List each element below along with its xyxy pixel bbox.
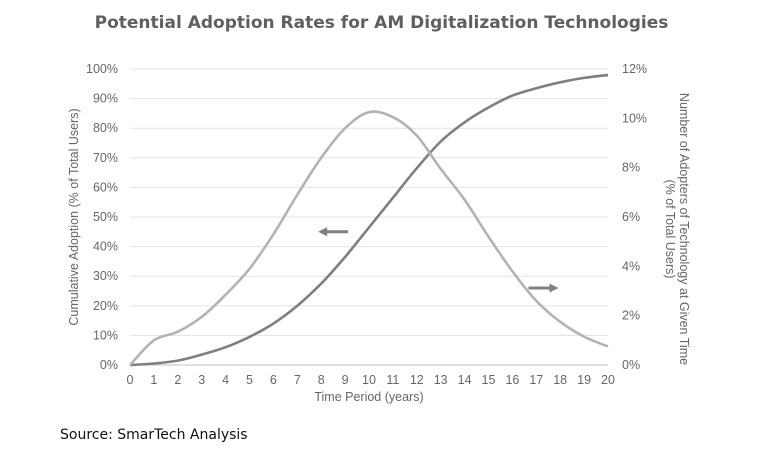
source-note: Source: SmarTech Analysis (60, 427, 248, 443)
x-tick-label: 10 (362, 373, 376, 387)
y-right-tick-label: 8% (622, 161, 640, 175)
adopters-at-time-line (129, 110, 609, 366)
cumulative-adoption-line (129, 73, 609, 367)
y-right-tick-label: 4% (622, 259, 640, 273)
x-tick-label: 16 (505, 373, 519, 387)
y-left-tick-label: 70% (93, 151, 118, 165)
x-tick-label: 14 (458, 373, 472, 387)
y-left-tick-label: 10% (93, 328, 118, 342)
x-tick-label: 18 (553, 373, 567, 387)
y-left-tick-label: 20% (93, 299, 118, 313)
x-axis-title: Time Period (years) (314, 390, 423, 404)
y-left-tick-label: 80% (93, 121, 118, 135)
y-right-tick-label: 0% (622, 358, 640, 372)
annotation-arrows (318, 227, 559, 293)
y-right-tick-label: 10% (622, 111, 647, 125)
x-tick-label: 19 (577, 373, 591, 387)
y-left-tick-label: 60% (93, 180, 118, 194)
x-tick-label: 3 (198, 373, 205, 387)
arrow-right-icon (528, 283, 559, 293)
x-tick-label: 2 (174, 373, 181, 387)
grid-lines (130, 68, 608, 366)
arrow-left-icon (318, 227, 349, 237)
y-right-axis-title-line: (% of Total Users) (663, 179, 677, 278)
x-tick-label: 7 (294, 373, 301, 387)
x-tick-label: 4 (222, 373, 229, 387)
x-tick-label: 5 (246, 373, 253, 387)
x-tick-label: 17 (529, 373, 543, 387)
x-tick-label: 13 (434, 373, 448, 387)
x-tick-label: 11 (386, 373, 399, 387)
x-tick-label: 20 (601, 373, 615, 387)
y-right-tick-label: 6% (622, 210, 640, 224)
x-tick-label: 6 (270, 373, 277, 387)
y-left-tick-label: 100% (86, 62, 118, 76)
chart-title: Potential Adoption Rates for AM Digitali… (94, 13, 669, 33)
y-left-tick-label: 90% (93, 92, 118, 106)
tick-labels: 0% 10% 20% 30% 40% 50% 60% 70% 80% 90% 100% 0% 2% 4% 6… (86, 62, 647, 387)
y-right-tick-label: 12% (622, 62, 647, 76)
y-right-tick-label: 2% (622, 309, 640, 323)
series-lines (129, 73, 609, 367)
y-left-tick-label: 30% (93, 269, 118, 283)
x-tick-label: 1 (150, 373, 157, 387)
x-tick-label: 9 (342, 373, 349, 387)
y-left-tick-label: 40% (93, 240, 118, 254)
x-tick-label: 0 (127, 373, 134, 387)
axis-titles: Time Period (years) Cumulative Adoption (… (67, 93, 691, 404)
x-tick-label: 12 (410, 373, 424, 387)
x-tick-label: 8 (318, 373, 325, 387)
y-left-tick-label: 50% (93, 210, 118, 224)
y-left-axis-title: Cumulative Adoption (% of Total Users) (67, 108, 81, 325)
x-tick-label: 15 (482, 373, 496, 387)
y-right-axis-title-line: Number of Adopters of Technology at Give… (677, 93, 691, 365)
y-left-tick-label: 0% (100, 358, 118, 372)
